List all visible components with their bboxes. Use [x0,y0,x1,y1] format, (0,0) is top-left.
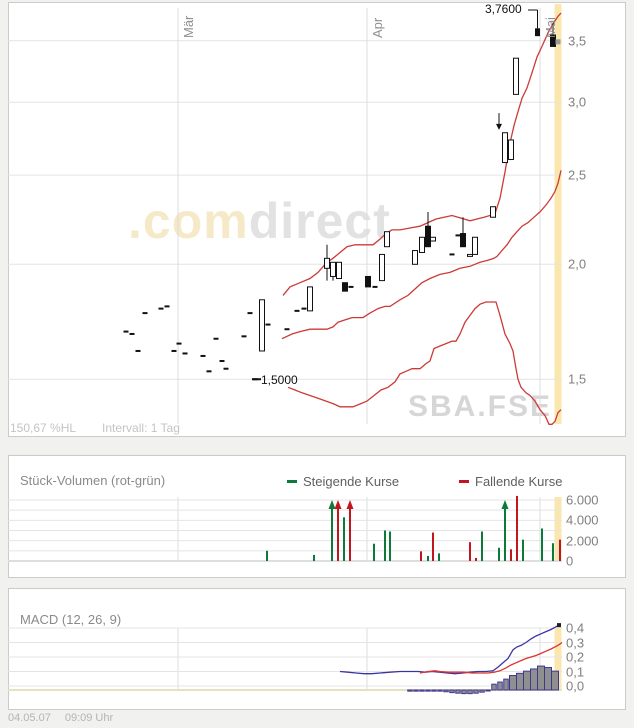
upper-band-line [282,12,562,296]
price-dash-mark [241,335,247,338]
price-dash-mark [206,370,212,373]
macd-line [339,624,560,675]
price-panel [8,2,626,437]
candle-body [324,257,330,269]
current-day-band [554,627,562,690]
price-dash-mark [265,323,271,326]
macd-histogram-bar [443,689,449,693]
price-dash-mark [158,307,164,310]
volume-overflow-arrow-icon [334,500,342,509]
macd-histogram-bar [485,689,491,692]
price-dash-mark [129,332,135,335]
price-dash-mark [200,354,206,357]
price-dash-mark [449,253,455,256]
candle-body [365,275,371,288]
macd-histogram-bar [413,689,419,692]
price-dash-mark [247,312,253,315]
candle-body [336,261,342,280]
macd-histogram-bar [497,681,503,691]
price-dash-mark [348,285,354,288]
middle-band-line [281,170,562,340]
price-dash-mark [372,285,378,288]
price-dash-mark [294,309,300,312]
last-price-marker [555,39,561,45]
candle-body [508,139,514,160]
macd-histogram-bar [537,665,545,691]
macd-histogram-bar [551,670,559,691]
candle-body [460,233,466,248]
macd-line-end-marker [557,623,561,628]
macd-histogram-bar [425,689,431,692]
candle-body [419,236,425,253]
candle-body [490,206,496,218]
price-dash-mark [284,328,290,331]
candle-body [384,231,390,248]
price-dash-mark [219,360,225,363]
macd-histogram-bar [473,689,479,694]
candle-body [513,57,519,95]
candle-body [430,236,436,242]
price-dash-mark [142,312,148,315]
high-annotation-body [535,28,540,37]
price-dash-mark [213,337,219,340]
macd-histogram-bar [431,689,437,692]
macd-histogram-bar [449,689,455,694]
current-day-band [554,497,562,561]
price-dash-mark [301,307,307,310]
macd-histogram-bar [509,675,517,691]
macd-histogram-bar [491,683,497,691]
macd-histogram-bar [407,689,413,692]
macd-histogram-bar [516,672,524,691]
macd-histogram-bar [455,689,461,694]
candle-body [472,236,478,255]
candle-body [259,299,265,352]
macd-histogram-bar [437,689,443,692]
lower-band-line [287,301,562,425]
candle-body [467,253,473,257]
candle-body [502,132,508,164]
macd-histogram-bar [461,689,467,695]
price-dash-mark [455,234,461,237]
macd-histogram-bar [479,689,485,693]
price-dash-mark [176,342,182,345]
candle-body [379,253,385,282]
macd-histogram-bar [503,678,509,691]
candle-body [342,282,348,292]
low-annotation-tick [252,378,261,381]
macd-histogram-bar [523,670,531,691]
price-dash-mark [223,367,229,370]
candle-body [550,34,556,47]
price-dash-mark [123,330,129,333]
volume-overflow-arrow-icon [501,500,509,509]
macd-histogram-bar [419,689,425,692]
volume-overflow-arrow-icon [328,500,336,509]
macd-histogram-bar [530,668,538,691]
volume-overflow-arrow-icon [346,500,354,509]
candle-body [412,250,418,265]
candle-body [425,225,431,248]
macd-histogram-bar [544,667,552,691]
macd-signal-line [419,641,563,674]
candle-body [307,286,313,312]
price-dash-mark [171,349,177,352]
price-dash-mark [182,352,188,355]
macd-histogram-bar [467,689,473,695]
current-day-band [554,4,562,424]
candle-body [330,261,336,277]
price-dash-mark [164,305,170,308]
price-dash-mark [135,349,141,352]
down-arrow-head-icon [496,123,502,130]
